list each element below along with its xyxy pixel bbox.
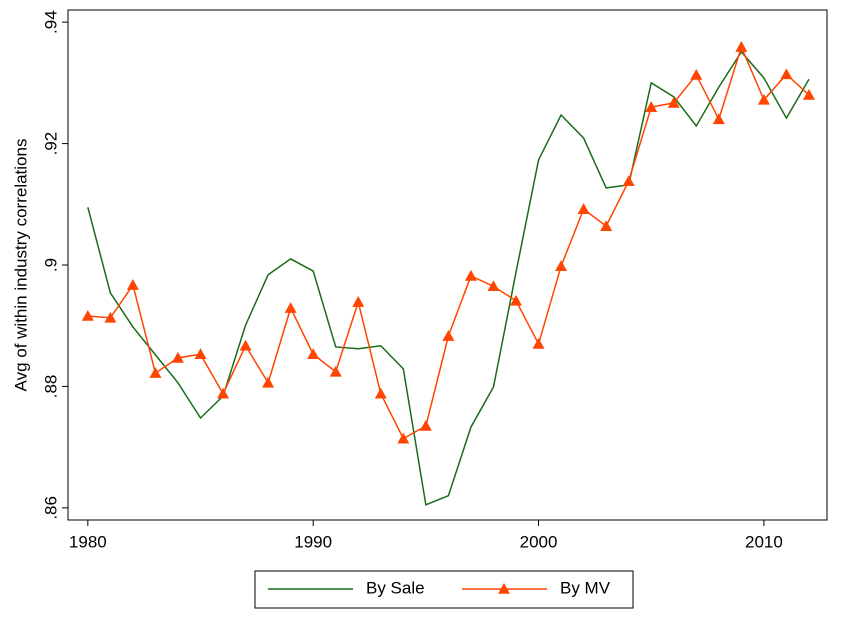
data-point [284,302,297,313]
data-point [464,269,477,281]
data-point [555,260,568,272]
data-point [307,348,320,360]
data-point [622,175,635,187]
data-point [352,296,365,307]
data-point [510,294,523,306]
x-tick-label: 2010 [745,532,783,551]
data-point [712,113,725,125]
data-point [600,220,613,231]
data-point [442,330,455,341]
data-point [81,310,94,321]
legend-label: By Sale [366,578,425,597]
series-line [87,50,810,506]
data-point [419,419,432,431]
data-point [532,337,545,349]
data-point [802,89,815,100]
data-point [217,387,230,399]
data-point [397,432,410,444]
data-point [735,41,748,52]
data-point [126,279,139,290]
data-point [690,68,703,80]
data-point [262,376,275,388]
data-point [645,101,658,112]
data-point [171,351,184,363]
y-tick-label: .86 [41,496,60,520]
x-tick-label: 1980 [69,532,107,551]
data-point [667,96,680,108]
data-point [487,280,500,292]
y-tick-label: .94 [41,10,60,34]
data-point [239,339,252,351]
x-tick-label: 2000 [520,532,558,551]
data-point [577,203,590,214]
data-point [149,367,162,378]
legend-marker [498,583,510,594]
data-point [757,93,770,105]
y-tick-label: .9 [41,258,60,272]
plot-frame [67,9,828,521]
y-tick-label: .88 [41,375,60,399]
data-point [329,365,342,377]
series-line [87,44,810,440]
legend-label: By MV [560,578,611,597]
data-point [780,68,793,80]
y-axis-label: Avg of within industry correlations [11,139,30,392]
data-point [374,387,387,399]
data-point [194,348,207,360]
x-tick-label: 1990 [294,532,332,551]
data-point [104,311,117,323]
y-tick-label: .92 [41,132,60,156]
